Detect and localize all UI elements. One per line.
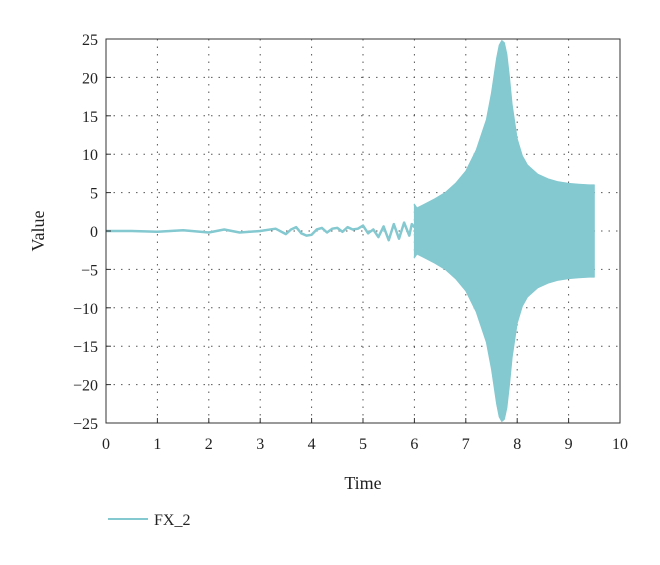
x-tick-label-10: 10	[612, 436, 628, 453]
y-tick-label-0: 0	[90, 224, 98, 241]
x-tick-label-4: 4	[308, 436, 316, 453]
y-tick-label-5: 5	[90, 186, 98, 203]
series-fx-2-oscillation-envelope	[413, 40, 595, 422]
data-layer	[106, 40, 595, 422]
y-tick-label-25: −25	[73, 416, 98, 433]
x-tick-label-9: 9	[565, 436, 573, 453]
y-tick-label-10: −10	[73, 301, 98, 318]
x-axis-label: Time	[344, 473, 381, 493]
y-tick-label-15: 15	[82, 109, 98, 126]
y-tick-label-25: 25	[82, 32, 98, 49]
x-tick-label-7: 7	[462, 436, 470, 453]
tick-layer: 0 1 2 3 4 5 6 7 8 9 10 25 20 15 10 5 0 −5 −10 −15 −20 −25	[73, 32, 628, 453]
y-tick-label-10: 10	[82, 147, 98, 164]
y-axis-label: Value	[28, 210, 48, 251]
x-tick-label-0: 0	[102, 436, 110, 453]
series-fx-2-low-amplitude-line	[106, 221, 416, 242]
y-tick-label-20: 20	[82, 70, 98, 87]
x-tick-label-3: 3	[256, 436, 264, 453]
legend-label-fx-2: FX_2	[154, 512, 190, 529]
y-tick-label-20: −20	[73, 378, 98, 395]
x-tick-label-2: 2	[205, 436, 213, 453]
x-tick-label-8: 8	[513, 436, 521, 453]
y-tick-label-5: −5	[81, 262, 98, 279]
x-tick-label-6: 6	[410, 436, 418, 453]
y-tick-label-15: −15	[73, 339, 98, 356]
x-tick-label-1: 1	[153, 436, 161, 453]
legend: FX_2	[108, 512, 190, 529]
x-tick-label-5: 5	[359, 436, 367, 453]
